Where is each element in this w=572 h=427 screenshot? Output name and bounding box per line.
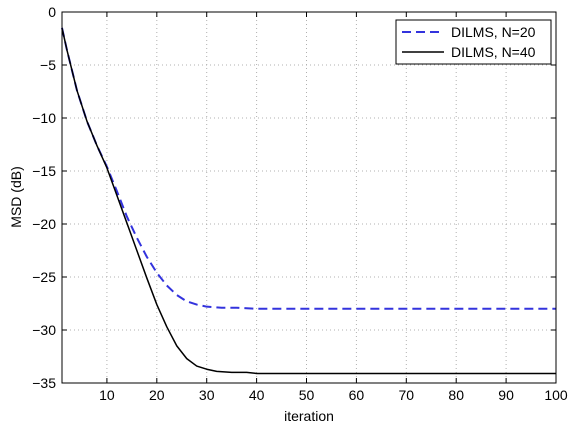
- x-tick-label: 10: [99, 387, 115, 403]
- y-tick-label: 0: [48, 4, 56, 20]
- plot-frame: [61, 11, 557, 384]
- series-line-n40: [61, 27, 556, 375]
- tick-labels: 10 20 30 40 50 60 70 80 90 100 0 −5 −10 −15 −20 −25 −30 −…: [32, 4, 568, 403]
- y-tick-label: −15: [32, 163, 56, 179]
- x-tick-label: 60: [349, 387, 365, 403]
- legend-label-n40: DILMS, N=40: [451, 44, 536, 60]
- legend-box: [395, 19, 552, 65]
- y-tick-label: −20: [32, 216, 56, 232]
- y-axis-label: MSD (dB): [8, 166, 24, 227]
- x-tick-label: 40: [249, 387, 265, 403]
- y-tick-label: −30: [32, 322, 56, 338]
- y-tick-label: −25: [32, 269, 56, 285]
- legend-label-n20: DILMS, N=20: [451, 24, 536, 40]
- x-tick-label: 50: [299, 387, 315, 403]
- x-tick-label: 70: [399, 387, 415, 403]
- y-tick-label: −5: [40, 57, 56, 73]
- x-tick-label: 100: [544, 387, 568, 403]
- x-axis-label: iteration: [284, 408, 334, 424]
- tick-marks: [62, 11, 557, 384]
- y-tick-label: −35: [32, 375, 56, 391]
- series-lines: [61, 27, 556, 375]
- legend: DILMS, N=20 DILMS, N=40: [395, 19, 552, 65]
- x-tick-label: 90: [498, 387, 514, 403]
- x-tick-label: 80: [448, 387, 464, 403]
- x-tick-label: 20: [149, 387, 165, 403]
- x-tick-label: 30: [199, 387, 215, 403]
- y-tick-label: −10: [32, 110, 56, 126]
